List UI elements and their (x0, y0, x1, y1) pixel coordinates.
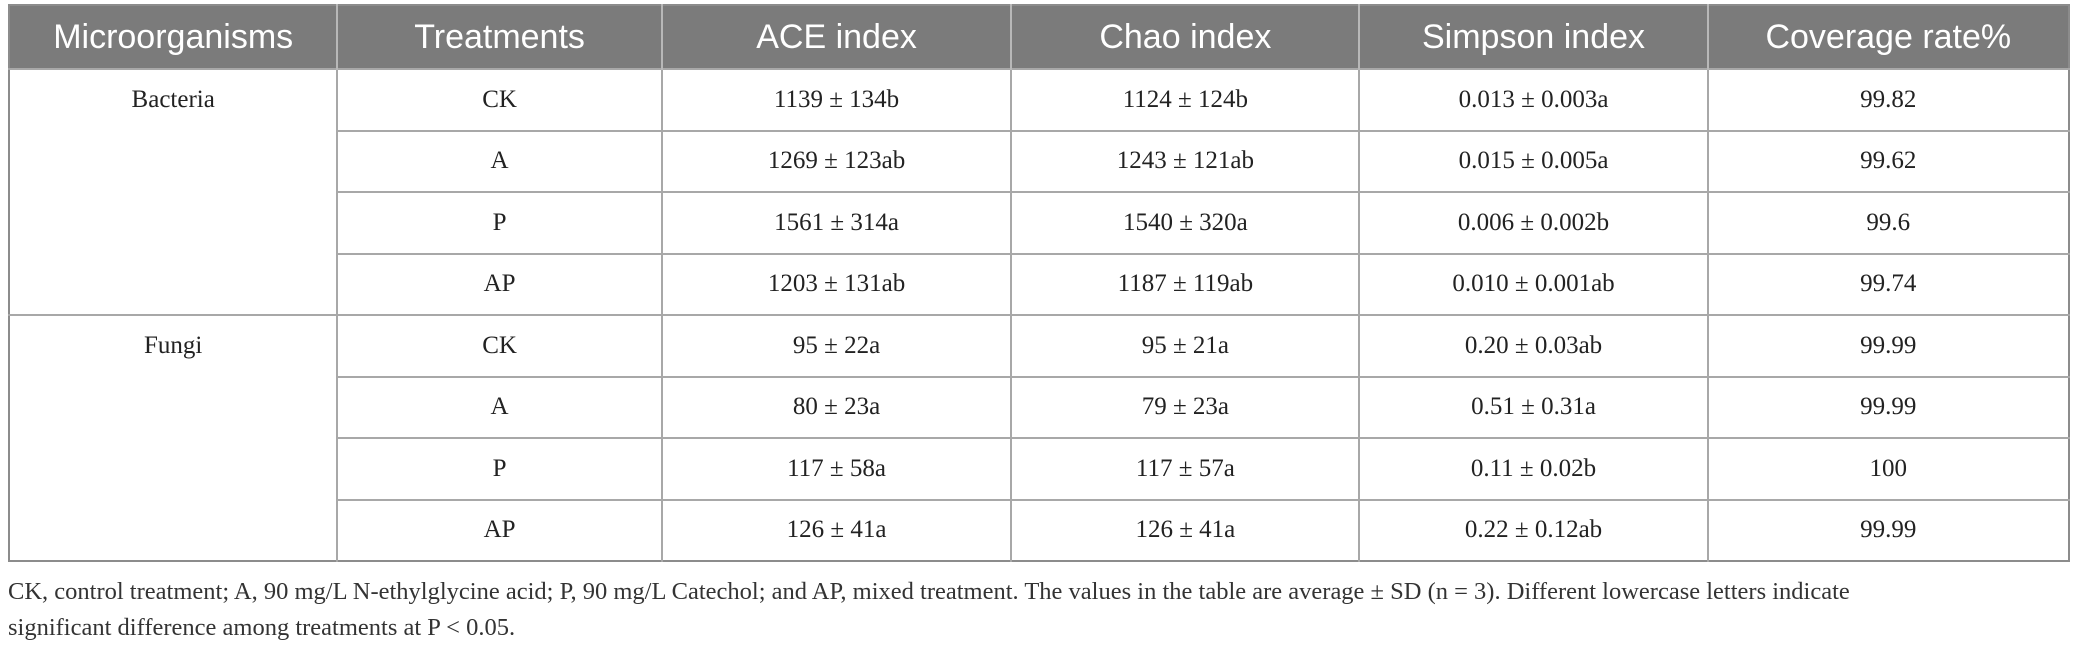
table-row: P 1561 ± 314a 1540 ± 320a 0.006 ± 0.002b… (9, 191, 2069, 254)
footnote-line-2: significant difference among treatments … (8, 614, 516, 641)
header-coverage-rate: Coverage rate% (1706, 5, 2069, 69)
coverage-cell: 99.99 (1706, 498, 2069, 561)
simpson-cell: 0.51 ± 0.31a (1358, 375, 1708, 438)
header-treatments: Treatments (336, 5, 662, 69)
coverage-cell: 99.74 (1706, 252, 2069, 315)
table-container: Microorganisms Treatments ACE index Chao… (8, 4, 2070, 562)
header-row: Microorganisms Treatments ACE index Chao… (9, 5, 2069, 69)
ace-cell: 1203 ± 131ab (660, 252, 1012, 315)
table-row: P 117 ± 58a 117 ± 57a 0.11 ± 0.02b 100 (9, 437, 2069, 500)
chao-cell: 1540 ± 320a (1010, 191, 1360, 254)
treatment-cell: CK (336, 314, 662, 377)
chao-cell: 1124 ± 124b (1010, 68, 1360, 131)
table-row: Bacteria CK 1139 ± 134b 1124 ± 124b 0.01… (9, 68, 2069, 315)
simpson-cell: 0.010 ± 0.001ab (1358, 252, 1708, 315)
simpson-cell: 0.11 ± 0.02b (1358, 437, 1708, 500)
table-footnote: CK, control treatment; A, 90 mg/L N-ethy… (8, 574, 2068, 646)
chao-cell: 117 ± 57a (1010, 437, 1360, 500)
coverage-cell: 99.6 (1706, 191, 2069, 254)
treatment-cell: A (336, 129, 662, 192)
coverage-cell: 99.82 (1706, 68, 2069, 131)
diversity-index-table: Microorganisms Treatments ACE index Chao… (8, 4, 2070, 562)
simpson-cell: 0.013 ± 0.003a (1358, 68, 1708, 131)
group-label-bacteria: Bacteria (9, 68, 338, 315)
treatment-cell: AP (336, 252, 662, 315)
coverage-cell: 99.62 (1706, 129, 2069, 192)
coverage-cell: 100 (1706, 437, 2069, 500)
treatment-cell: P (336, 437, 662, 500)
ace-cell: 95 ± 22a (660, 314, 1012, 377)
chao-cell: 1187 ± 119ab (1010, 252, 1360, 315)
chao-cell: 1243 ± 121ab (1010, 129, 1360, 192)
simpson-cell: 0.22 ± 0.12ab (1358, 498, 1708, 561)
ace-cell: 1139 ± 134b (660, 68, 1012, 131)
simpson-cell: 0.015 ± 0.005a (1358, 129, 1708, 192)
group-label-fungi: Fungi (9, 314, 338, 561)
coverage-cell: 99.99 (1706, 314, 2069, 377)
header-ace-index: ACE index (660, 5, 1012, 69)
chao-cell: 95 ± 21a (1010, 314, 1360, 377)
table-row: A 1269 ± 123ab 1243 ± 121ab 0.015 ± 0.00… (9, 129, 2069, 192)
coverage-cell: 99.99 (1706, 375, 2069, 438)
header-microorganisms: Microorganisms (9, 5, 338, 69)
treatment-cell: A (336, 375, 662, 438)
header-simpson-index: Simpson index (1358, 5, 1708, 69)
ace-cell: 117 ± 58a (660, 437, 1012, 500)
ace-cell: 1269 ± 123ab (660, 129, 1012, 192)
ace-cell: 126 ± 41a (660, 498, 1012, 561)
header-chao-index: Chao index (1010, 5, 1360, 69)
chao-cell: 126 ± 41a (1010, 498, 1360, 561)
footnote-line-1: CK, control treatment; A, 90 mg/L N-ethy… (8, 578, 1850, 605)
ace-cell: 80 ± 23a (660, 375, 1012, 438)
treatment-cell: P (336, 191, 662, 254)
treatment-cell: CK (336, 68, 662, 131)
table-row: AP 126 ± 41a 126 ± 41a 0.22 ± 0.12ab 99.… (9, 498, 2069, 561)
table-row: AP 1203 ± 131ab 1187 ± 119ab 0.010 ± 0.0… (9, 252, 2069, 315)
simpson-cell: 0.006 ± 0.002b (1358, 191, 1708, 254)
chao-cell: 79 ± 23a (1010, 375, 1360, 438)
simpson-cell: 0.20 ± 0.03ab (1358, 314, 1708, 377)
table-row: Fungi CK 95 ± 22a 95 ± 21a 0.20 ± 0.03ab… (9, 314, 2069, 561)
ace-cell: 1561 ± 314a (660, 191, 1012, 254)
table-row: A 80 ± 23a 79 ± 23a 0.51 ± 0.31a 99.99 (9, 375, 2069, 438)
treatment-cell: AP (336, 498, 662, 561)
